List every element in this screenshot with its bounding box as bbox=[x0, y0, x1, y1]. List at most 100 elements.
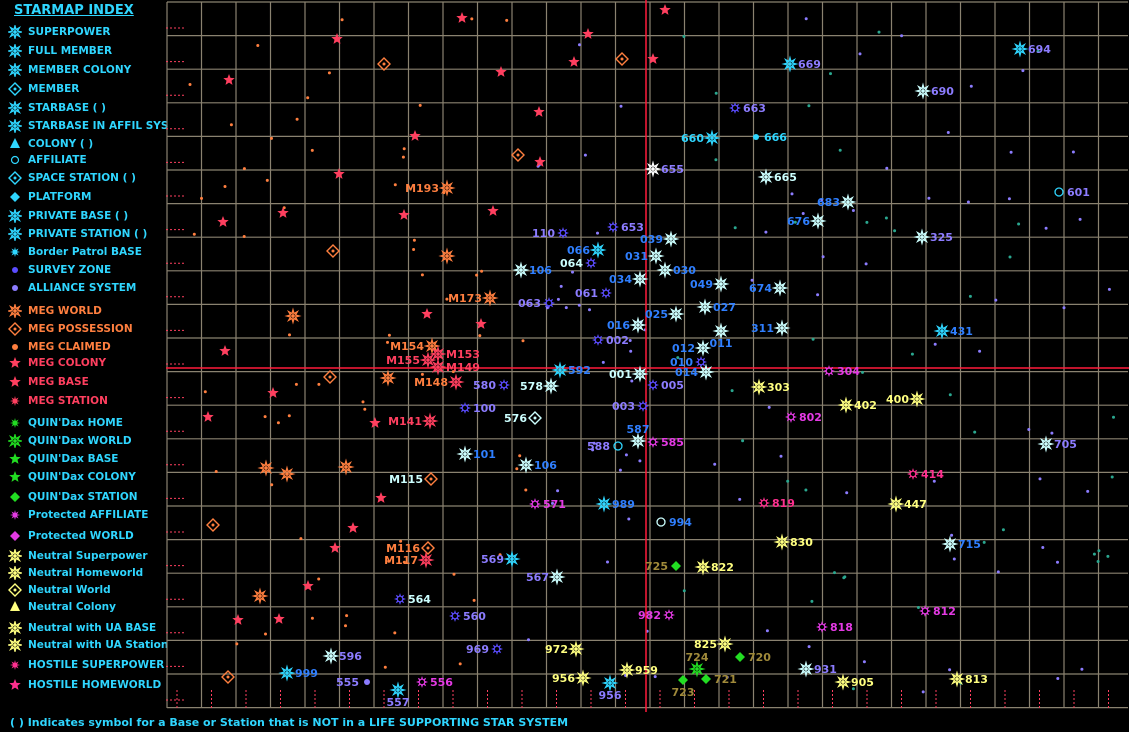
star-system[interactable]: M193 bbox=[405, 179, 456, 197]
star-system[interactable]: M116 bbox=[386, 541, 435, 555]
star-system[interactable]: 556 bbox=[416, 676, 453, 689]
star-system[interactable]: 822 bbox=[694, 558, 734, 576]
star-system[interactable]: 101 bbox=[456, 445, 496, 463]
star-system[interactable]: 110 bbox=[532, 227, 569, 240]
star-system[interactable]: 027 bbox=[696, 298, 736, 316]
star-system[interactable]: 715 bbox=[941, 535, 981, 553]
star-system[interactable]: 660 bbox=[681, 129, 721, 147]
star-system[interactable]: M148 bbox=[414, 373, 465, 391]
star-system[interactable]: 683 bbox=[817, 193, 857, 211]
star-system[interactable]: 969 bbox=[466, 643, 503, 656]
star-system[interactable]: 061 bbox=[575, 287, 612, 300]
star-system[interactable]: M149 bbox=[429, 358, 480, 376]
star-system[interactable]: M173 bbox=[448, 289, 499, 307]
star-system[interactable]: 431 bbox=[933, 322, 973, 340]
star-system[interactable]: 830 bbox=[773, 533, 813, 551]
star-system[interactable]: 724 bbox=[686, 651, 709, 678]
star-system[interactable]: 720 bbox=[735, 651, 771, 664]
star-system[interactable]: 325 bbox=[913, 228, 953, 246]
star-system[interactable]: 049 bbox=[690, 275, 730, 293]
star-system[interactable]: 580 bbox=[473, 379, 510, 392]
star-system[interactable]: 825 bbox=[694, 635, 734, 653]
star-system[interactable]: 982 bbox=[638, 609, 675, 622]
star-system[interactable]: 819 bbox=[758, 497, 795, 510]
star-system[interactable]: 674 bbox=[749, 279, 789, 297]
star-system[interactable]: 560 bbox=[449, 610, 486, 623]
star-system[interactable]: 956 bbox=[552, 669, 592, 687]
star-system[interactable]: 812 bbox=[919, 605, 956, 618]
star-system[interactable]: 601 bbox=[1054, 186, 1090, 199]
star-system[interactable]: 447 bbox=[887, 495, 927, 513]
star-system[interactable]: 665 bbox=[757, 168, 797, 186]
star-system[interactable]: 705 bbox=[1037, 435, 1077, 453]
star-system[interactable]: 030 bbox=[656, 261, 696, 279]
star-system[interactable]: 402 bbox=[837, 396, 877, 414]
star-system[interactable]: 663 bbox=[729, 102, 766, 115]
star-system[interactable]: 690 bbox=[914, 82, 954, 100]
star-system[interactable]: 669 bbox=[781, 55, 821, 73]
star-system[interactable]: 003 bbox=[612, 400, 649, 413]
star-system[interactable]: 576 bbox=[504, 411, 542, 425]
star-system[interactable]: 031 bbox=[625, 247, 665, 265]
star-system[interactable]: 064 bbox=[560, 257, 597, 270]
star-system[interactable]: M154 bbox=[390, 337, 441, 355]
star-system[interactable]: 066 bbox=[567, 241, 607, 259]
star-system[interactable]: M153 bbox=[429, 345, 480, 363]
star-system[interactable]: 723 bbox=[672, 675, 695, 699]
star-system[interactable]: 989 bbox=[595, 495, 635, 513]
star-system[interactable]: 592 bbox=[551, 361, 591, 379]
star-system[interactable]: 106 bbox=[517, 456, 557, 474]
star-system[interactable]: M141 bbox=[388, 412, 439, 430]
star-system[interactable]: 564 bbox=[394, 593, 431, 606]
star-system[interactable]: 414 bbox=[907, 468, 944, 481]
star-system[interactable]: 303 bbox=[750, 378, 790, 396]
star-system[interactable]: 802 bbox=[785, 411, 822, 424]
star-system[interactable]: 666 bbox=[753, 131, 787, 144]
star-system[interactable]: 994 bbox=[656, 516, 692, 529]
star-system[interactable]: 972 bbox=[545, 640, 585, 658]
star-system[interactable]: 999 bbox=[278, 664, 318, 682]
star-system[interactable]: 034 bbox=[609, 270, 649, 288]
star-system[interactable]: 578 bbox=[520, 377, 560, 395]
star-system[interactable]: 959 bbox=[618, 661, 658, 679]
star-system[interactable]: 063 bbox=[518, 297, 555, 310]
star-system[interactable]: 011 bbox=[710, 322, 733, 350]
star-system[interactable]: 588 bbox=[587, 440, 623, 453]
star-system[interactable]: 016 bbox=[607, 316, 647, 334]
star-system[interactable]: 039 bbox=[640, 230, 680, 248]
star-system[interactable]: 585 bbox=[647, 436, 684, 449]
star-system[interactable]: 567 bbox=[526, 568, 566, 586]
star-system[interactable]: 001 bbox=[609, 365, 649, 383]
star-system[interactable]: M117 bbox=[384, 551, 435, 569]
starmap[interactable]: 694 669 690 663 660 666 655 665 601 683 676 653 110 0… bbox=[166, 0, 1129, 715]
star-system[interactable]: 014 bbox=[675, 363, 715, 381]
star-system[interactable]: 571 bbox=[529, 498, 566, 511]
star-system[interactable]: 725 bbox=[645, 560, 681, 573]
star-system[interactable]: M115 bbox=[389, 472, 438, 486]
star-system[interactable]: 721 bbox=[701, 673, 737, 686]
star-system[interactable]: 818 bbox=[816, 621, 853, 634]
star-system[interactable]: 304 bbox=[823, 365, 860, 378]
star-system[interactable]: 106 bbox=[512, 261, 552, 279]
star-system[interactable]: 100 bbox=[459, 402, 496, 415]
star-system[interactable]: 813 bbox=[948, 670, 988, 688]
star-system[interactable]: 010 bbox=[670, 356, 707, 369]
star-system[interactable]: 653 bbox=[607, 221, 644, 234]
star-system[interactable]: 931 bbox=[797, 660, 837, 678]
star-system[interactable]: 655 bbox=[644, 160, 684, 178]
star-system[interactable]: 596 bbox=[322, 647, 362, 665]
star-system[interactable]: 569 bbox=[481, 550, 521, 568]
star-system[interactable]: 400 bbox=[886, 390, 926, 408]
star-system[interactable]: 002 bbox=[592, 334, 629, 347]
star-system[interactable]: 587 bbox=[627, 423, 650, 450]
star-system[interactable]: 694 bbox=[1011, 40, 1051, 58]
star-system[interactable]: 557 bbox=[387, 681, 410, 709]
star-system[interactable]: 005 bbox=[647, 379, 684, 392]
star-system[interactable]: 025 bbox=[645, 305, 685, 323]
star-system[interactable]: 012 bbox=[672, 339, 712, 357]
star-system[interactable]: 555 bbox=[336, 676, 370, 689]
star-system[interactable]: 676 bbox=[787, 212, 827, 230]
star-system[interactable]: M155 bbox=[386, 351, 437, 369]
star-system[interactable]: 311 bbox=[751, 319, 791, 337]
labeled-systems[interactable]: 694 669 690 663 660 666 655 665 601 683 676 653 110 0… bbox=[278, 40, 1090, 709]
